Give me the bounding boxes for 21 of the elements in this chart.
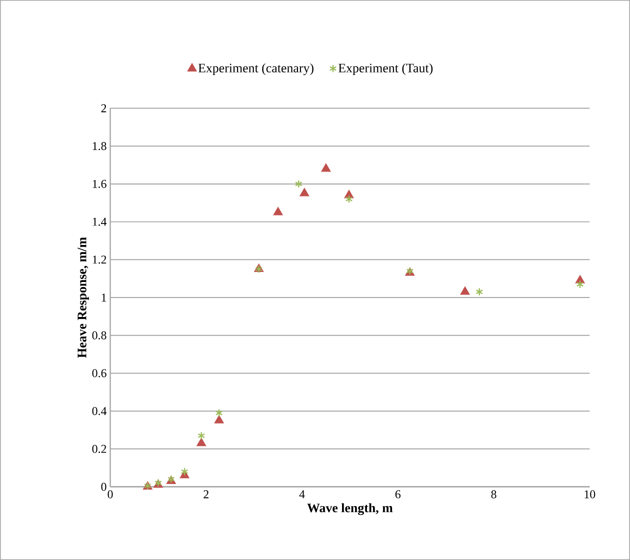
y-tick-label: 1.8 — [92, 142, 106, 150]
y-tick-label: 1.2 — [92, 256, 106, 264]
x-axis-title: Wave length, m — [307, 503, 393, 515]
y-tick-label: 1.6 — [92, 180, 106, 188]
y-tick-label: 0.8 — [92, 331, 106, 340]
x-tick-label: 4 — [299, 490, 305, 498]
y-tick-label: 0 — [101, 482, 106, 491]
y-tick-label: 2 — [101, 104, 106, 112]
y-tick-label: 0.6 — [92, 369, 106, 378]
x-tick-label: 0 — [108, 490, 113, 498]
legend-label: Experiment (catenary) — [198, 63, 314, 76]
x-tick-label: 2 — [204, 490, 208, 498]
legend-label: Experiment (Taut) — [338, 63, 433, 76]
y-tick-label: 1.4 — [92, 218, 107, 226]
x-tick-label: 8 — [491, 490, 496, 498]
y-tick-label: 1 — [102, 294, 106, 302]
y-tick-label: 0.2 — [92, 444, 106, 453]
y-tick-label: 0.4 — [92, 406, 107, 416]
x-tick-label: 10 — [584, 490, 596, 498]
x-tick-label: 6 — [395, 490, 401, 498]
y-axis-title: Heave Response, m/m — [78, 237, 89, 358]
